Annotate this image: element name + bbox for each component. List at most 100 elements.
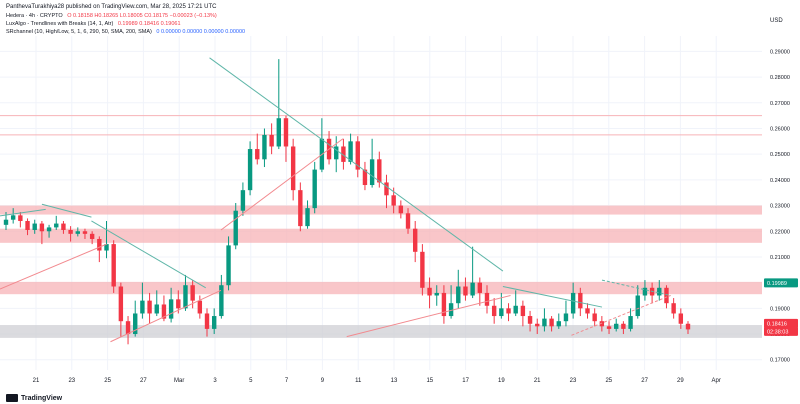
- candle-body: [111, 244, 116, 287]
- candle-body: [556, 321, 561, 327]
- candle-body: [606, 326, 612, 329]
- legend-srchannel-values: 0 0.00000 0.00000 0.00000 0.00000: [156, 29, 246, 35]
- candle-body: [68, 229, 73, 234]
- price-badge: [764, 326, 798, 336]
- x-tick-label: 5: [249, 378, 253, 384]
- legend-trendlines-name: LuxAlgo - Trendlines with Breaks (14, 1,…: [6, 21, 114, 27]
- x-tick-label: 21: [534, 378, 541, 384]
- legend-trendlines: LuxAlgo - Trendlines with Breaks (14, 1,…: [6, 20, 181, 28]
- candle-body: [298, 190, 303, 227]
- y-tick-label: 0.28000: [770, 75, 790, 81]
- x-tick-label: 25: [104, 378, 111, 384]
- x-tick-label: 29: [677, 378, 684, 384]
- x-tick-label: 23: [68, 378, 75, 384]
- x-tick-label: 9: [321, 378, 325, 384]
- candle-body: [499, 308, 504, 317]
- publish-info: PanthevaTurakhiya28 published on Trading…: [6, 4, 217, 10]
- candle-body: [341, 146, 346, 162]
- candle-body: [398, 205, 404, 214]
- candle-body: [89, 233, 95, 239]
- candle-body: [32, 223, 37, 230]
- candle-body: [39, 223, 45, 232]
- x-tick-label: 23: [570, 378, 577, 384]
- tradingview-footer[interactable]: TradingView: [6, 394, 62, 402]
- candle-body: [506, 308, 511, 314]
- candle-body: [283, 118, 289, 147]
- candle-body: [671, 303, 676, 314]
- trendline: [346, 295, 511, 338]
- candle-body: [10, 215, 16, 220]
- candle-body: [348, 141, 353, 162]
- candle-body: [685, 323, 691, 330]
- candle-body: [441, 292, 447, 317]
- x-tick-label: Mar: [174, 378, 184, 384]
- candle-body: [635, 295, 640, 317]
- trendline: [209, 57, 504, 272]
- candle-body: [190, 285, 195, 301]
- candle-body: [420, 251, 425, 288]
- trendline: [220, 138, 344, 231]
- candle-body: [262, 134, 267, 160]
- candle-body: [362, 169, 368, 186]
- candle-body: [628, 316, 633, 329]
- candle-body: [456, 286, 461, 304]
- candle-body: [578, 292, 583, 309]
- candle-body: [54, 223, 59, 228]
- candle-body: [384, 182, 389, 196]
- candle-body: [183, 285, 188, 309]
- candle-body: [161, 304, 167, 319]
- candle-body: [434, 292, 439, 296]
- sr-zone: [0, 325, 762, 338]
- trendline: [110, 289, 222, 343]
- candle-body: [255, 149, 260, 160]
- candle-body: [312, 169, 317, 209]
- candle-body: [448, 303, 454, 317]
- candle-body: [614, 323, 619, 329]
- candle-body: [226, 245, 231, 286]
- candle-body: [463, 286, 468, 296]
- candle-body: [585, 308, 590, 314]
- x-tick-label: 11: [355, 378, 362, 384]
- candle-body: [276, 118, 281, 147]
- candle-body: [657, 287, 662, 296]
- trendline: [41, 203, 92, 218]
- footer-brand: TradingView: [21, 394, 63, 402]
- candle-body: [520, 305, 526, 317]
- candle-body: [470, 282, 475, 296]
- candle-body: [527, 316, 533, 324]
- y-tick-label: 0.23000: [770, 204, 790, 210]
- x-tick-label: 3: [213, 378, 217, 384]
- candle-body: [211, 316, 217, 329]
- x-tick-label: 7: [285, 378, 289, 384]
- legend-srchannel-name: SRchannel (10, High/Low, 5, 1, 6, 290, 5…: [6, 29, 152, 35]
- candle-body: [369, 159, 375, 186]
- candle-body: [3, 219, 9, 225]
- price-badge-label: 0.18416: [767, 321, 787, 327]
- candle-body: [391, 195, 396, 206]
- y-tick-label: 0.21000: [770, 255, 790, 261]
- candle-body: [549, 318, 554, 327]
- y-tick-label: 0.26000: [770, 126, 790, 132]
- candle-body: [491, 305, 497, 317]
- candle-body: [82, 231, 88, 234]
- candle-body: [147, 300, 152, 314]
- candle-body: [154, 304, 159, 314]
- legend-symbol-name: Hedera · 4h · CRYPTO: [6, 13, 63, 19]
- candle-body: [176, 299, 181, 309]
- price-badge: [764, 278, 798, 288]
- candle-body: [46, 227, 52, 232]
- sr-zone: [0, 205, 762, 215]
- candle-body: [290, 146, 296, 191]
- trendline: [571, 295, 671, 336]
- candle-body: [513, 305, 518, 314]
- legend-srchannel: SRchannel (10, High/Low, 5, 1, 6, 290, 5…: [6, 28, 245, 36]
- candle-body: [140, 300, 145, 314]
- price-badge-label: 02:38:03: [767, 329, 788, 335]
- candle-body: [168, 299, 174, 319]
- candle-body: [535, 323, 540, 327]
- candle-body: [592, 313, 597, 322]
- candle-body: [405, 213, 411, 229]
- candle-body: [484, 292, 490, 306]
- candle-body: [477, 282, 483, 293]
